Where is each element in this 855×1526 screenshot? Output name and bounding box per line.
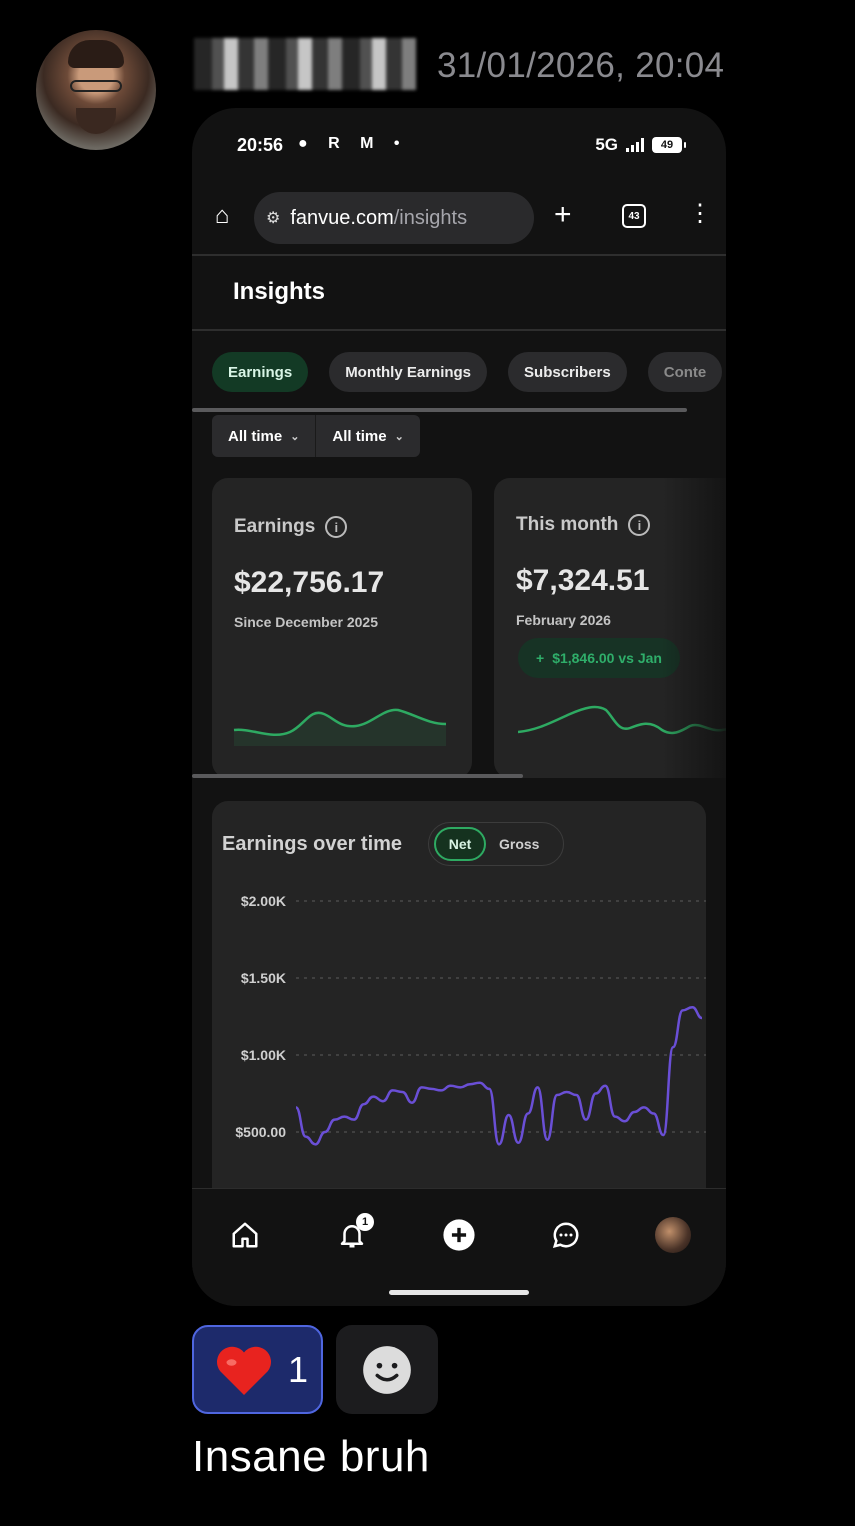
avatar-glasses: [70, 80, 122, 92]
earnings-series-line: [294, 1006, 703, 1146]
signal-icon: [626, 138, 644, 152]
date-filters: All time ⌄ All time ⌄: [212, 415, 420, 457]
attached-screenshot[interactable]: 20:56 ● R M • 5G 49 ⌂ ⚙ fanvue.com/insig…: [192, 108, 726, 1306]
avatar-beard: [76, 108, 116, 134]
sender-avatar[interactable]: [36, 30, 156, 150]
network-label: 5G: [595, 135, 618, 154]
heart-icon: [216, 1346, 272, 1395]
earnings-over-time-card: Earnings over time Net Gross $2.00K $1.50…: [212, 801, 706, 1221]
profile-avatar: [655, 1217, 691, 1253]
card-subtitle: February 2026: [516, 612, 611, 628]
date-filter-to[interactable]: All time ⌄: [316, 415, 420, 457]
nav-notifications-icon[interactable]: 1: [334, 1213, 374, 1253]
status-notification-icons: ● R M •: [298, 135, 408, 152]
nav-home-icon[interactable]: [227, 1217, 263, 1253]
smiley-icon: [363, 1345, 411, 1394]
reaction-count: 1: [288, 1348, 309, 1390]
avatar-hair: [68, 40, 124, 68]
chat-icon: [552, 1222, 579, 1249]
info-icon[interactable]: i: [325, 516, 348, 538]
net-gross-toggle[interactable]: Net Gross: [428, 822, 564, 866]
card-subtitle: Since December 2025: [234, 614, 378, 630]
earnings-sparkline: [233, 708, 447, 746]
sender-name-redacted: [194, 38, 416, 90]
y-tick-label: $500.00: [235, 1124, 286, 1140]
gross-option[interactable]: Gross: [499, 836, 540, 852]
card-value: $7,324.51: [516, 564, 650, 597]
status-time: 20:56: [237, 135, 284, 155]
chevron-down-icon: ⌄: [290, 430, 300, 443]
status-right: 5G 49: [595, 135, 686, 155]
tab-switcher-icon[interactable]: 43: [622, 204, 646, 228]
y-tick-label: $1.50K: [241, 970, 286, 986]
tab-earnings[interactable]: Earnings: [212, 352, 309, 392]
plus-icon: +: [536, 650, 545, 666]
y-tick-label: $1.00K: [241, 1047, 286, 1063]
tab-subscribers[interactable]: Subscribers: [508, 352, 627, 392]
divider: [192, 254, 726, 256]
heart-reaction[interactable]: 1: [192, 1325, 323, 1414]
chart-title: Earnings over time: [222, 833, 403, 855]
info-icon[interactable]: i: [628, 514, 651, 536]
chevron-down-icon: ⌄: [394, 430, 404, 443]
url-text: fanvue.com/insights: [290, 206, 468, 229]
earnings-line-chart: $2.00K $1.50K $1.00K $500.00: [235, 893, 706, 1146]
date-filter-from[interactable]: All time ⌄: [212, 415, 317, 457]
message-timestamp: 31/01/2026, 20:04: [437, 46, 725, 85]
y-tick-label: $2.00K: [241, 893, 286, 909]
cards-overflow-fade: [662, 478, 726, 778]
tabs-scrollbar[interactable]: [192, 408, 687, 412]
nav-profile-avatar[interactable]: [655, 1217, 691, 1253]
card-value: $22,756.17: [234, 566, 385, 599]
home-icon: [232, 1222, 258, 1248]
notification-badge: 1: [356, 1213, 374, 1231]
page-title: Insights: [233, 278, 326, 305]
card-title: Earnings i: [234, 516, 348, 538]
plus-circle-icon: [443, 1219, 475, 1251]
browser-home-icon[interactable]: ⌂: [214, 202, 230, 229]
message-text: Insane bruh: [192, 1432, 430, 1481]
add-reaction-button[interactable]: [336, 1325, 438, 1414]
insight-tabs: Earnings Monthly Earnings Subscribers Co…: [212, 352, 723, 392]
nav-messages-icon[interactable]: [548, 1217, 584, 1253]
home-indicator[interactable]: [389, 1290, 529, 1295]
earnings-card[interactable]: Earnings i $22,756.17 Since December 2025: [212, 478, 472, 778]
tab-content[interactable]: Conte: [647, 352, 723, 392]
battery-icon: 49: [652, 137, 686, 153]
bottom-navigation: 1: [192, 1188, 726, 1306]
net-option[interactable]: Net: [434, 827, 486, 861]
bell-icon: [340, 1225, 364, 1248]
browser-menu-icon[interactable]: ⋮: [688, 200, 712, 227]
address-bar[interactable]: ⚙ fanvue.com/insights: [254, 192, 534, 244]
site-settings-icon[interactable]: ⚙: [266, 210, 281, 227]
divider: [192, 329, 726, 331]
tab-monthly-earnings[interactable]: Monthly Earnings: [329, 352, 488, 392]
month-delta-badge: + $1,846.00 vs Jan: [518, 638, 680, 678]
status-bar: 20:56 ● R M • 5G 49: [192, 108, 726, 178]
browser-toolbar: ⌂ ⚙ fanvue.com/insights + 43 ⋮: [192, 186, 726, 252]
new-tab-icon[interactable]: +: [554, 198, 572, 231]
nav-create-icon[interactable]: [441, 1217, 477, 1253]
cards-scrollbar[interactable]: [192, 774, 523, 778]
card-title: This month i: [516, 514, 651, 536]
